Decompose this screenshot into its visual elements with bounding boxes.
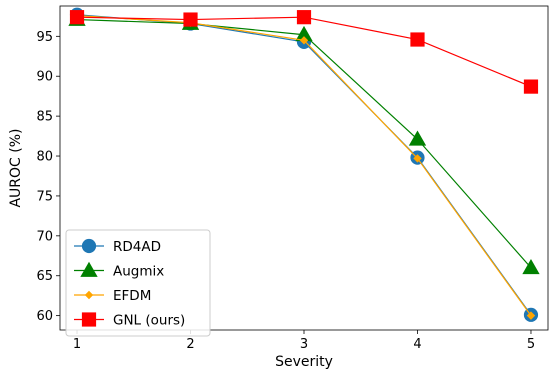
- data-point: [523, 79, 539, 94]
- legend-marker: [81, 238, 97, 254]
- data-point: [526, 311, 536, 320]
- y-tick-label: 70: [36, 229, 53, 244]
- data-point: [522, 258, 540, 275]
- x-tick-label: 3: [300, 337, 308, 352]
- legend-item: Augmix: [74, 261, 164, 280]
- series-gnl-ours: [69, 10, 539, 94]
- legend-label: RD4AD: [113, 239, 161, 255]
- x-tick-label: 4: [413, 337, 421, 352]
- legend-marker: [84, 290, 94, 300]
- legend-item: RD4AD: [74, 238, 161, 255]
- data-point: [183, 12, 198, 27]
- data-point: [408, 130, 427, 146]
- data-point: [299, 36, 309, 45]
- y-tick-label: 65: [36, 269, 53, 284]
- legend-box: [65, 229, 211, 337]
- y-tick-label: 60: [36, 309, 53, 324]
- legend-label: GNL (ours): [113, 313, 185, 329]
- data-point: [410, 32, 425, 47]
- legend-label: EFDM: [113, 288, 151, 304]
- y-tick-label: 80: [36, 150, 53, 165]
- data-point: [296, 10, 312, 25]
- legend-marker: [80, 261, 98, 277]
- y-tick-label: 75: [36, 189, 53, 204]
- x-tick-label: 2: [186, 337, 194, 352]
- data-point: [69, 10, 85, 25]
- data-point: [413, 154, 422, 163]
- legend: RD4AD Augmix EFDM GNL (ours): [65, 229, 211, 337]
- y-tick-label: 95: [36, 30, 53, 45]
- legend-label: Augmix: [113, 264, 164, 280]
- x-axis-label: Severity: [275, 354, 333, 370]
- y-tick-label: 90: [36, 70, 53, 85]
- series-layer: [68, 7, 540, 322]
- x-tick-label: 1: [73, 337, 81, 352]
- y-tick-label: 85: [36, 110, 53, 125]
- legend-item: GNL (ours): [74, 312, 185, 329]
- y-axis: 60 65 70 75 80 85 90 95: [36, 30, 60, 324]
- x-tick-label: 5: [527, 337, 535, 352]
- legend-item: EFDM: [74, 288, 151, 304]
- legend-marker: [81, 312, 97, 327]
- y-axis-label: AUROC (%): [8, 128, 24, 207]
